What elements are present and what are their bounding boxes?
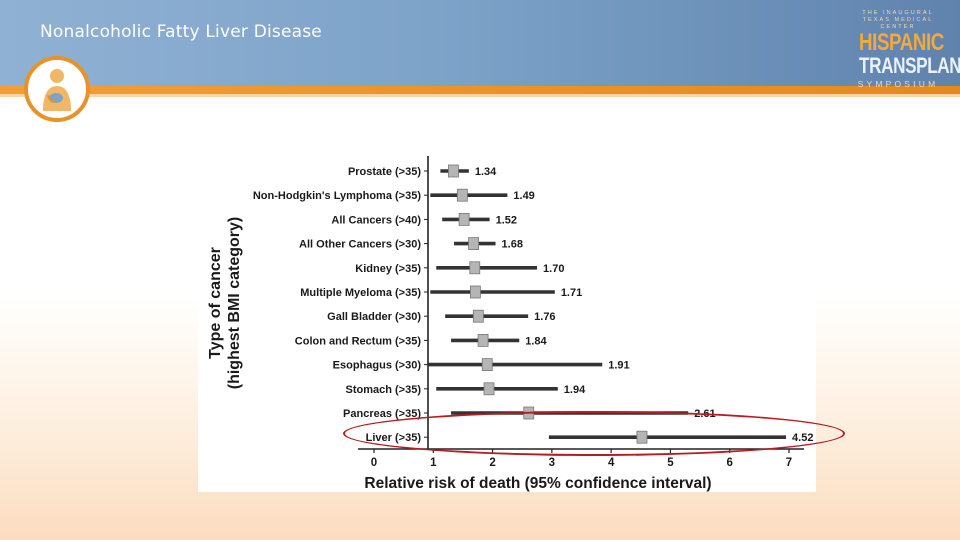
header-accent-stripe	[0, 86, 960, 94]
value-label: 1.71	[561, 287, 582, 299]
y-axis-label: Type of cancer (highest BMI category)	[207, 217, 243, 389]
value-label: 1.91	[608, 360, 629, 372]
row-label: Gall Bladder (>30)	[327, 311, 421, 323]
brand-word-symposium: SYMPOSIUM	[857, 79, 939, 89]
x-tick-label: 3	[549, 457, 555, 469]
x-tick-label: 6	[727, 457, 733, 469]
row-label: Esophagus (>30)	[333, 360, 422, 372]
row-label: Kidney (>35)	[355, 263, 421, 275]
x-tick-label: 4	[608, 457, 615, 469]
value-label: 1.68	[502, 239, 523, 251]
x-tick-label: 2	[489, 457, 495, 469]
point-estimate-marker	[469, 285, 481, 299]
page-title: Nonalcoholic Fatty Liver Disease	[40, 22, 322, 42]
point-estimate-marker	[456, 188, 468, 202]
liver-highlight-ellipse	[343, 411, 845, 456]
transplant-logo-icon	[24, 56, 90, 122]
row-label: Pancreas (>35)	[343, 408, 421, 420]
x-tick-label: 5	[667, 457, 674, 469]
y-axis-label-line: Type of cancer	[207, 247, 224, 359]
point-estimate-marker	[458, 213, 470, 226]
point-estimate-marker	[469, 261, 481, 275]
value-label: 1.52	[496, 214, 517, 226]
point-estimate-marker	[483, 382, 495, 396]
x-axis-label: Relative risk of death (95% confidence i…	[364, 475, 711, 492]
y-axis-label-line: (highest BMI category)	[226, 217, 243, 389]
x-tick-label: 1	[430, 457, 437, 469]
value-label: 1.49	[513, 190, 534, 202]
header-accent-stripe-light	[0, 94, 960, 97]
value-label: 1.76	[534, 311, 555, 323]
brand-word-transplant: TRANSPLANT	[859, 53, 960, 78]
header-bar	[0, 0, 960, 90]
point-estimate-marker	[468, 237, 480, 250]
value-label: 1.34	[475, 166, 497, 178]
row-label: Stomach (>35)	[346, 384, 422, 396]
point-estimate-marker	[472, 309, 484, 323]
row-label: All Cancers (>40)	[331, 214, 421, 226]
row-label: All Other Cancers (>30)	[299, 239, 421, 251]
row-label: Colon and Rectum (>35)	[295, 335, 422, 347]
row-label: Non-Hodgkin's Lymphoma (>35)	[253, 190, 421, 202]
row-label: Multiple Myeloma (>35)	[300, 287, 421, 299]
row-label: Prostate (>35)	[348, 166, 421, 178]
point-estimate-marker	[448, 164, 459, 178]
brand-line1: THE INAUGURAL	[862, 10, 934, 16]
value-label: 1.84	[525, 335, 547, 347]
brand-word-hispanic: HISPANIC	[859, 29, 944, 56]
point-estimate-marker	[481, 358, 493, 372]
x-tick-label: 7	[786, 457, 792, 469]
point-estimate-marker	[477, 333, 489, 347]
x-tick-label: 0	[371, 457, 377, 469]
value-label: 1.70	[543, 263, 564, 275]
brand-line2: TEXAS MEDICAL CENTER	[862, 17, 934, 30]
value-label: 1.94	[564, 384, 586, 396]
symposium-brand-logo: THE INAUGURAL TEXAS MEDICAL CENTER HISPA…	[848, 10, 960, 89]
